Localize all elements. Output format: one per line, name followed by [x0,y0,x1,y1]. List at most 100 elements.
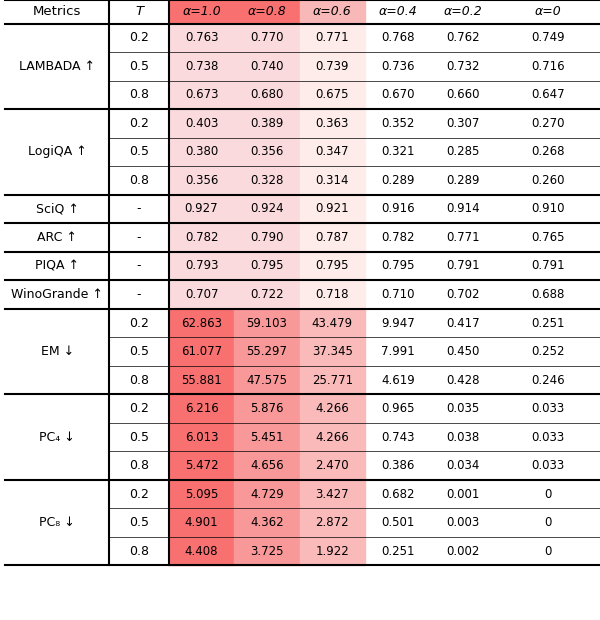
Text: 0.003: 0.003 [446,516,480,529]
Text: 0.289: 0.289 [446,174,480,187]
Text: 0: 0 [544,516,551,529]
Text: 0.2: 0.2 [129,488,149,500]
Bar [234,508,299,537]
Text: 0.270: 0.270 [531,117,565,130]
Text: 0.038: 0.038 [446,431,480,443]
Text: 2.872: 2.872 [316,516,349,529]
Text: LogiQA ↑: LogiQA ↑ [28,146,86,158]
Bar [234,166,299,195]
Text: -: - [137,260,142,272]
Text: 0.8: 0.8 [129,545,149,557]
Text: 0.927: 0.927 [185,203,218,215]
Text: 0.321: 0.321 [381,146,415,158]
Text: 0.2: 0.2 [129,117,149,130]
Text: 0.314: 0.314 [316,174,349,187]
Text: 0.787: 0.787 [316,231,349,244]
Text: 0.5: 0.5 [129,516,149,529]
Text: 0.647: 0.647 [531,89,565,101]
Text: 47.575: 47.575 [247,374,287,386]
Bar [299,24,365,52]
Text: 55.881: 55.881 [181,374,222,386]
Bar [234,423,299,451]
Text: 0.403: 0.403 [185,117,218,130]
Bar [169,52,234,81]
Text: 0.260: 0.260 [531,174,565,187]
Text: 0: 0 [544,488,551,500]
Text: 0.033: 0.033 [532,431,565,443]
Text: 0.347: 0.347 [316,146,349,158]
Text: 4.656: 4.656 [250,459,284,472]
Text: PC₄ ↓: PC₄ ↓ [40,431,75,443]
Bar [234,24,299,52]
Text: 4.619: 4.619 [381,374,415,386]
Text: T: T [135,6,143,18]
Text: 0.710: 0.710 [381,288,415,301]
Text: 2.470: 2.470 [316,459,349,472]
Bar [234,52,299,81]
Text: 6.013: 6.013 [185,431,218,443]
Text: 0.268: 0.268 [531,146,565,158]
Text: 0.033: 0.033 [532,402,565,415]
Text: α=0.8: α=0.8 [248,6,286,18]
Text: 3.725: 3.725 [250,545,284,557]
Bar [169,451,234,480]
Text: ARC ↑: ARC ↑ [37,231,77,244]
Text: 0.2: 0.2 [129,317,149,329]
Text: 5.876: 5.876 [250,402,284,415]
Text: 3.427: 3.427 [316,488,349,500]
Bar [299,537,365,565]
Text: 0.791: 0.791 [531,260,565,272]
Text: 7.991: 7.991 [381,345,415,358]
Text: 0.791: 0.791 [446,260,480,272]
Bar [234,0,299,24]
Text: 5.451: 5.451 [250,431,284,443]
Text: 0.771: 0.771 [446,231,480,244]
Text: 0.749: 0.749 [531,32,565,44]
Text: 0.702: 0.702 [446,288,480,301]
Text: LAMBADA ↑: LAMBADA ↑ [19,60,95,73]
Text: 0.743: 0.743 [381,431,415,443]
Text: PC₈ ↓: PC₈ ↓ [40,516,75,529]
Bar [234,366,299,394]
Text: 0.501: 0.501 [381,516,415,529]
Text: 0.716: 0.716 [531,60,565,73]
Bar [234,81,299,109]
Text: 0.795: 0.795 [381,260,415,272]
Bar [169,280,234,309]
Text: 4.266: 4.266 [316,431,349,443]
Text: 0: 0 [544,545,551,557]
Text: α=0.6: α=0.6 [313,6,352,18]
Text: 61.077: 61.077 [181,345,222,358]
Text: 0.2: 0.2 [129,402,149,415]
Text: α=0.4: α=0.4 [379,6,417,18]
Text: 4.266: 4.266 [316,402,349,415]
Bar [169,109,234,138]
Bar [234,280,299,309]
Text: 0.356: 0.356 [185,174,218,187]
Text: 0.795: 0.795 [316,260,349,272]
Text: 0.5: 0.5 [129,146,149,158]
Bar [169,0,234,24]
Bar [234,451,299,480]
Text: 6.216: 6.216 [185,402,218,415]
Bar [169,166,234,195]
Bar [234,309,299,337]
Text: 0.285: 0.285 [446,146,480,158]
Text: 0.924: 0.924 [250,203,284,215]
Bar [234,537,299,565]
Text: 0.417: 0.417 [446,317,480,329]
Text: 0.001: 0.001 [446,488,480,500]
Text: 0.782: 0.782 [381,231,415,244]
Bar [234,480,299,508]
Text: 55.297: 55.297 [247,345,287,358]
Text: 0.8: 0.8 [129,374,149,386]
Bar [169,223,234,252]
Text: α=0.2: α=0.2 [444,6,482,18]
Text: 0.914: 0.914 [446,203,480,215]
Text: 0.793: 0.793 [185,260,218,272]
Bar [299,366,365,394]
Bar [169,195,234,223]
Text: 0.732: 0.732 [446,60,480,73]
Text: 62.863: 62.863 [181,317,222,329]
Bar [299,423,365,451]
